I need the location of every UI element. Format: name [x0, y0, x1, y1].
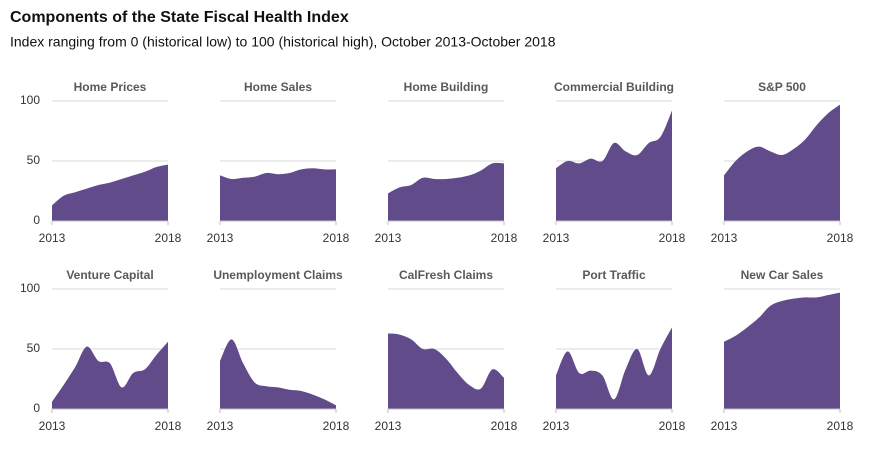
panel-title: Unemployment Claims: [213, 268, 343, 282]
x-tick-label: 2013: [711, 231, 738, 245]
y-tick-label: 0: [33, 213, 40, 227]
x-tick-label: 2018: [491, 419, 518, 433]
panel-title: CalFresh Claims: [399, 268, 493, 282]
y-tick-label: 100: [20, 281, 40, 295]
y-tick-label: 50: [27, 341, 41, 355]
area: [724, 292, 840, 409]
chart-subtitle: Index ranging from 0 (historical low) to…: [10, 34, 556, 50]
x-tick-label: 2018: [827, 231, 854, 245]
x-tick-label: 2018: [155, 419, 182, 433]
x-tick-label: 2013: [207, 419, 234, 433]
x-tick-label: 2018: [659, 231, 686, 245]
panel-title: Home Prices: [74, 80, 147, 94]
x-tick-label: 2018: [659, 419, 686, 433]
x-tick-label: 2018: [323, 231, 350, 245]
panel-title: Home Building: [404, 80, 489, 94]
x-tick-label: 2018: [491, 231, 518, 245]
x-tick-label: 2013: [207, 231, 234, 245]
y-tick-label: 50: [27, 153, 41, 167]
chart-title: Components of the State Fiscal Health In…: [10, 9, 349, 26]
x-tick-label: 2018: [827, 419, 854, 433]
x-tick-label: 2013: [543, 231, 570, 245]
panel-title: Venture Capital: [66, 268, 153, 282]
area: [220, 168, 336, 221]
x-tick-label: 2013: [39, 419, 66, 433]
x-tick-label: 2013: [543, 419, 570, 433]
area: [556, 110, 672, 221]
x-tick-label: 2013: [711, 419, 738, 433]
panel-title: Home Sales: [244, 80, 312, 94]
area: [220, 339, 336, 409]
area: [388, 162, 504, 221]
panel-title: Commercial Building: [554, 80, 674, 94]
area: [556, 327, 672, 409]
panel-title: New Car Sales: [741, 268, 824, 282]
x-tick-label: 2013: [39, 231, 66, 245]
x-tick-label: 2013: [375, 419, 402, 433]
area: [52, 164, 168, 221]
area: [52, 341, 168, 409]
area: [724, 104, 840, 221]
x-tick-label: 2013: [375, 231, 402, 245]
panel-title: Port Traffic: [582, 268, 646, 282]
panel-title: S&P 500: [758, 80, 806, 94]
x-tick-label: 2018: [155, 231, 182, 245]
area: [388, 333, 504, 409]
y-tick-label: 100: [20, 93, 40, 107]
y-tick-label: 0: [33, 401, 40, 415]
x-tick-label: 2018: [323, 419, 350, 433]
